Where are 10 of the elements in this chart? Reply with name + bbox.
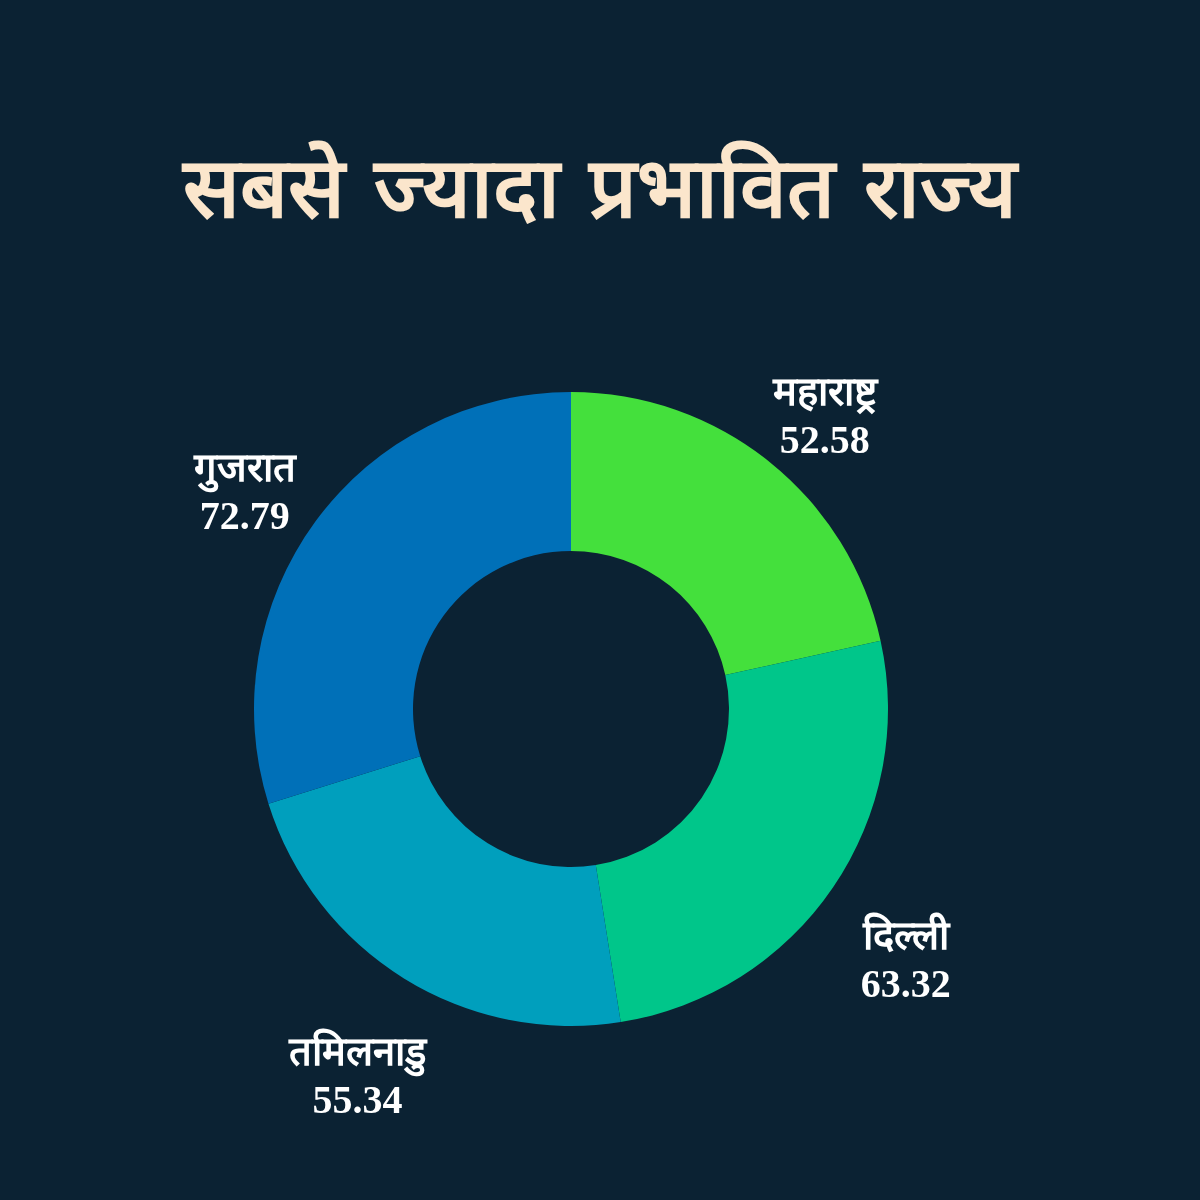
donut-slice bbox=[268, 756, 621, 1026]
slice-label: महाराष्ट्र bbox=[771, 369, 879, 416]
data-label: 63.32 bbox=[860, 961, 951, 1007]
slice-label: गुजरात bbox=[192, 445, 297, 494]
slice-label: तमिलनाडु bbox=[288, 1028, 429, 1078]
chart-title: सबसे ज्यादा प्रभावित राज्य bbox=[180, 139, 1021, 237]
slice-label: दिल्ली bbox=[861, 912, 951, 959]
data-label: 55.34 bbox=[312, 1077, 403, 1123]
data-label: 52.58 bbox=[779, 417, 870, 463]
data-label: 72.79 bbox=[199, 493, 290, 539]
